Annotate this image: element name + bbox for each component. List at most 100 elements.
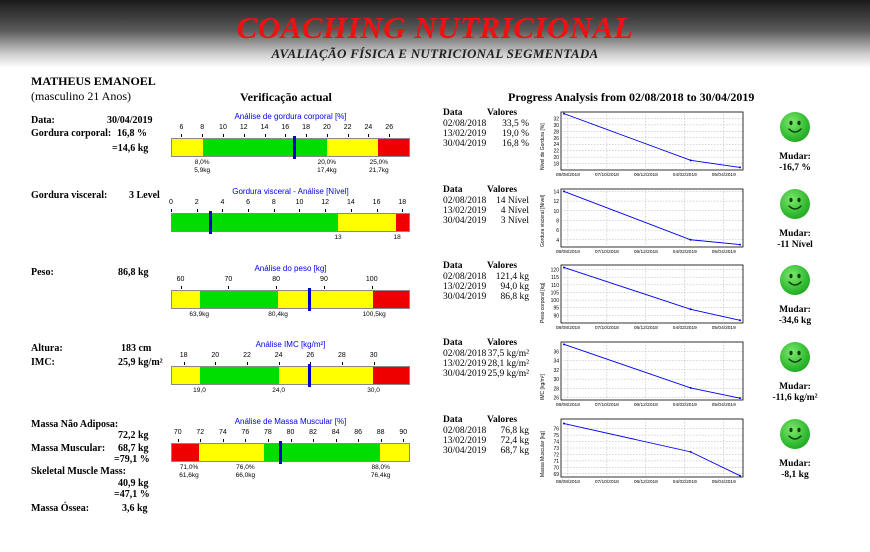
table-header-valores: Valores (487, 185, 518, 195)
table-value: 68,7 kg (500, 446, 530, 456)
table-date: 13/02/2019 (443, 436, 487, 446)
gauge-tick-mark (196, 209, 198, 212)
gauge-tick-label: 78 (264, 429, 272, 436)
gauge-tick-mark (380, 439, 382, 442)
table-date: 02/08/2018 (443, 426, 487, 436)
massa-nao-adiposa-label: Massa Não Adiposa: (31, 419, 119, 430)
gauge-tick-label: 18 (398, 199, 407, 206)
chart-ytick-label: 18 (553, 162, 559, 168)
gauge-tick-label: 72 (196, 429, 205, 436)
gauge-tick-mark (222, 134, 224, 137)
gauge-tick-mark (358, 439, 360, 442)
gauge-tick-mark (243, 134, 245, 137)
gauge-range-label: 66,0kg (235, 472, 256, 479)
gauge-tick-label: 16 (281, 124, 290, 131)
table-value: 19,0 % (502, 129, 529, 139)
chart-ytick-label: 22 (553, 149, 559, 155)
gauge-tick-label: 20 (211, 352, 220, 359)
massa-muscular-pct: =79,1 % (114, 454, 150, 465)
gauge-tick-mark (267, 439, 269, 442)
gauge-segment (396, 214, 409, 231)
chart-ytick-label: 10 (553, 209, 559, 215)
gauge-tick-mark (222, 439, 224, 442)
gauge-tick-label: 2 (194, 199, 199, 206)
gauge-tick-mark (306, 134, 308, 137)
gordura-value: 16,8 % (117, 128, 147, 139)
chart-ytick-label: 115 (551, 275, 559, 281)
gauge-tick-label: 24 (364, 124, 373, 131)
table-header-valores: Valores (487, 108, 518, 118)
gauge-tick-label: 26 (306, 352, 315, 359)
smiley-face (788, 120, 802, 133)
gauge-tick-label: 22 (243, 352, 251, 359)
smiley-mouth (788, 435, 802, 440)
gauge-range-label: 88,0% (371, 464, 390, 471)
gauge-segment (200, 367, 279, 384)
chart-ytick-label: 110 (551, 283, 559, 289)
gauge-tick-mark (373, 362, 375, 365)
table-date: 02/08/2018 (443, 349, 487, 359)
page-subtitle: AVALIAÇÃO FÍSICA E NUTRICIONAL SEGMENTAD… (271, 46, 599, 61)
progress-chart: IMC [kg/m²] 26 28 30 32 34 36 08/08/2018 07/10/2… (540, 341, 744, 408)
chart-xtick-label: 05/04/2019 (712, 479, 736, 485)
gauge-title: Análise do peso [kg] (254, 264, 327, 273)
chart-xtick-label: 08/08/2018 (556, 325, 580, 331)
smiley-mouth (788, 281, 802, 286)
smiley-icon (780, 342, 810, 372)
table-value: 14 Nível (496, 196, 529, 206)
visceral-label: Gordura visceral: (31, 190, 108, 201)
chart-point (689, 238, 692, 241)
gauge-tick-mark (278, 362, 280, 365)
gauge-segment (172, 139, 203, 156)
gauge-tick-mark (335, 439, 337, 442)
chart-xtick-label: 06/12/2018 (634, 325, 658, 331)
chart-ylabel: Gordura visceral [Nível] (540, 194, 546, 247)
data-value: 30/04/2019 (107, 115, 153, 126)
gauge-tick-label: 100 (365, 276, 378, 283)
table-header-data: Data (443, 261, 463, 271)
skeletal-value: 40,9 kg (118, 478, 149, 489)
gauge-tick-label: 60 (176, 276, 185, 283)
chart-ytick-label: 28 (553, 386, 559, 392)
page-title: COACHING NUTRICIONAL (236, 10, 634, 45)
gauge-range-label: 80,4kg (268, 311, 288, 318)
table-header-valores: Valores (487, 338, 518, 348)
gauge-title: Gordura visceral - Análise [Nível] (232, 187, 349, 196)
chart-ytick-label: 95 (553, 306, 559, 312)
smiley-mouth (788, 128, 802, 133)
gauge-tick-mark (200, 439, 202, 442)
mudar-value: -11,6 kg/m² (772, 393, 818, 403)
gauge-tick-mark (341, 362, 343, 365)
chart-ylabel: Massa Muscular [kg] (540, 431, 546, 477)
table-header-data: Data (443, 108, 463, 118)
chart-ytick-label: 26 (553, 136, 559, 142)
gauge-range-label: 100,5kg (362, 311, 386, 318)
gauge-range-label: 13 (334, 234, 342, 241)
gauge-tick-mark (389, 134, 391, 137)
smiley-icon (780, 112, 810, 142)
table-date: 30/04/2019 (443, 369, 487, 379)
chart-ytick-label: 32 (553, 116, 559, 122)
chart-xtick-label: 04/02/2019 (673, 325, 697, 331)
gauge-tick-mark (350, 209, 352, 212)
chart-point (689, 386, 692, 389)
gauge-segment (278, 367, 373, 384)
gauge-tick-label: 76 (241, 429, 250, 436)
gauge-tick-mark (202, 134, 204, 137)
table-header-data: Data (443, 415, 463, 425)
table-date: 13/02/2019 (443, 359, 487, 369)
gauge-tick-mark (228, 286, 230, 289)
imc-value: 25,9 kg/m² (118, 357, 163, 368)
person-name: MATHEUS EMANOEL (31, 74, 156, 88)
chart-xtick-label: 04/02/2019 (673, 172, 697, 178)
chart-ytick-label: 12 (553, 199, 559, 205)
gauge-range-label: 24,0 (272, 387, 285, 394)
smiley-eye (789, 427, 793, 433)
smiley-mouth (788, 358, 802, 363)
chart-ytick-label: 20 (553, 155, 559, 161)
table-date: 02/08/2018 (443, 196, 487, 206)
chart-ytick-label: 75 (553, 433, 559, 439)
smiley-eye (789, 273, 793, 279)
chart-ytick-label: 28 (553, 129, 559, 135)
